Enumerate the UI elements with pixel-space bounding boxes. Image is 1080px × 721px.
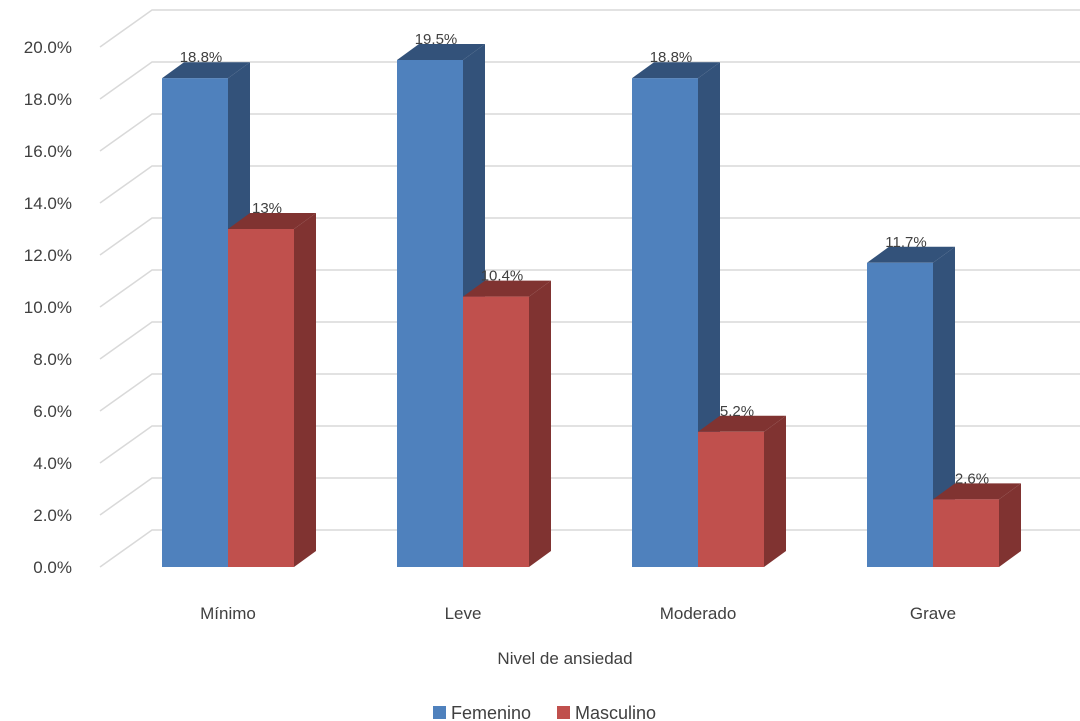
legend-label: Masculino: [575, 703, 656, 721]
gridline: [99, 373, 1080, 412]
y-tick-label: 14.0%: [24, 194, 72, 213]
bar-masculino: [228, 229, 294, 567]
data-label: 2.6%: [955, 470, 989, 487]
bar-femenino: [397, 60, 463, 567]
bar-top-face: [867, 246, 955, 263]
legend-label: Femenino: [451, 703, 531, 721]
data-label: 13%: [252, 200, 282, 217]
bar-side-face: [933, 246, 955, 568]
legend: Femenino Masculino: [433, 703, 656, 721]
gridlines: [99, 9, 1080, 568]
legend-swatch: [557, 706, 570, 719]
x-tick-label: Leve: [445, 604, 482, 623]
bar-side-face: [764, 415, 786, 567]
gridline: [99, 9, 1080, 48]
bar-masculino: [698, 431, 764, 567]
bar-top-face: [397, 44, 485, 60]
y-tick-label: 2.0%: [33, 506, 72, 525]
data-labels: 18.8% 13% 19.5% 10.4% 18.8% 5.2% 11.7% 2.6%: [180, 31, 989, 487]
gridline: [99, 321, 1080, 360]
data-label: 18.8%: [180, 49, 223, 66]
bar-top-face: [933, 483, 1021, 500]
bar-masculino: [933, 499, 999, 567]
x-tick-label: Mínimo: [200, 604, 256, 623]
data-label: 19.5%: [415, 31, 458, 48]
legend-swatch: [433, 706, 446, 719]
y-tick-label: 12.0%: [24, 246, 72, 265]
gridline: [99, 113, 1080, 152]
data-label: 11.7%: [885, 234, 926, 251]
bars: [162, 44, 1021, 568]
x-axis-title: Nivel de ansiedad: [497, 649, 632, 668]
y-tick-label: 18.0%: [24, 90, 72, 109]
y-tick-label: 8.0%: [33, 350, 72, 369]
bar-masculino: [463, 296, 529, 567]
bar-femenino: [162, 78, 228, 567]
bar-top-face: [463, 280, 551, 297]
y-axis-ticks: 0.0% 2.0% 4.0% 6.0% 8.0% 10.0% 12.0% 14.0% 16.0%…: [24, 38, 72, 577]
bar-side-face: [529, 280, 551, 567]
y-tick-label: 20.0%: [24, 38, 72, 57]
bar-top-face: [698, 415, 786, 432]
gridline: [99, 269, 1080, 308]
data-label: 18.8%: [650, 49, 693, 66]
y-tick-label: 4.0%: [33, 454, 72, 473]
bar-femenino: [632, 78, 698, 567]
data-label: 10.4%: [481, 268, 524, 285]
gridline: [99, 165, 1080, 204]
gridline: [99, 217, 1080, 256]
bar-femenino: [867, 262, 933, 567]
bar-top-face: [162, 62, 250, 79]
y-tick-label: 10.0%: [24, 298, 72, 317]
bar-top-face: [632, 62, 720, 79]
bar-side-face: [999, 483, 1021, 567]
bar-side-face: [294, 213, 316, 567]
x-tick-label: Grave: [910, 604, 956, 623]
y-tick-label: 16.0%: [24, 142, 72, 161]
x-axis-categories: Mínimo Leve Moderado Grave: [200, 604, 956, 623]
y-tick-label: 6.0%: [33, 402, 72, 421]
gridline: [99, 61, 1080, 100]
x-tick-label: Moderado: [660, 604, 737, 623]
data-label: 5.2%: [720, 403, 754, 420]
y-tick-label: 0.0%: [33, 558, 72, 577]
bar-top-face: [228, 213, 316, 229]
